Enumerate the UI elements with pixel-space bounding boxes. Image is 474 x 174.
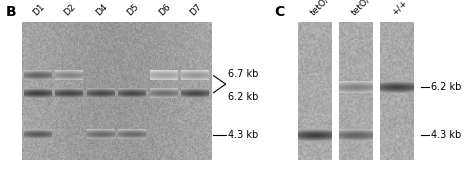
Text: 4.3 kb: 4.3 kb bbox=[431, 130, 462, 140]
Text: 6.2 kb: 6.2 kb bbox=[228, 92, 259, 102]
Text: 4.3 kb: 4.3 kb bbox=[228, 130, 258, 140]
Text: D1: D1 bbox=[31, 2, 46, 17]
Text: D6: D6 bbox=[157, 2, 173, 17]
Text: +/+: +/+ bbox=[390, 0, 409, 17]
Text: 6.7 kb: 6.7 kb bbox=[228, 69, 259, 79]
Text: tetO/tetO: tetO/tetO bbox=[309, 0, 345, 17]
Text: C: C bbox=[274, 5, 284, 19]
Text: tetO/+: tetO/+ bbox=[349, 0, 377, 17]
Text: D2: D2 bbox=[63, 2, 78, 17]
Text: 6.2 kb: 6.2 kb bbox=[431, 82, 462, 92]
Text: D5: D5 bbox=[126, 2, 141, 17]
Text: D7: D7 bbox=[189, 2, 204, 17]
Text: D4: D4 bbox=[94, 2, 109, 17]
Text: B: B bbox=[5, 5, 16, 19]
